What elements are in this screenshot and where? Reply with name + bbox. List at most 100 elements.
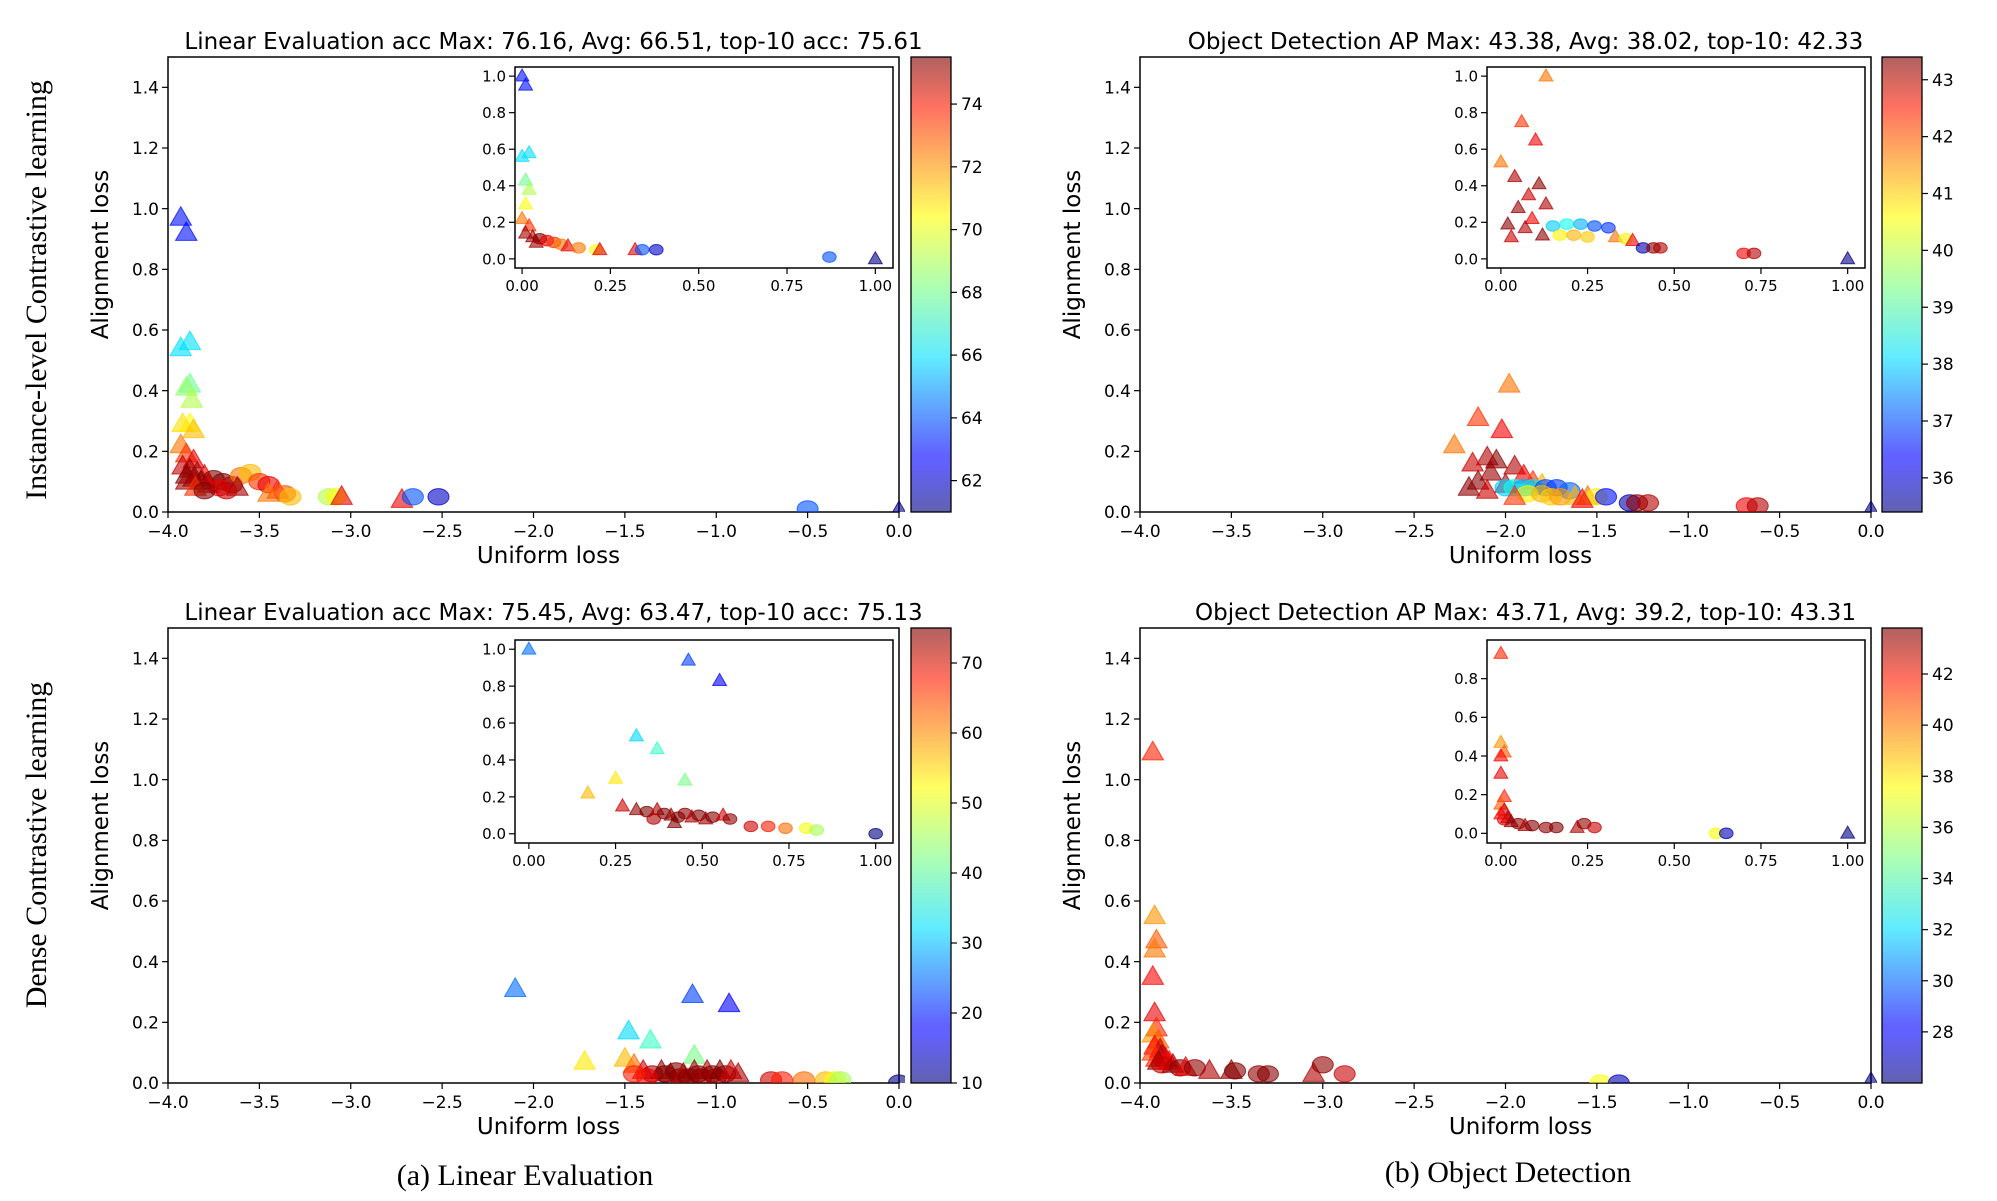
- panel1-inset-ytick-label: 0.8: [482, 104, 506, 122]
- panel1-inset-triangle-point: [517, 195, 534, 210]
- panel4-main-triangle-point: [1143, 904, 1167, 925]
- panel2-main-triangle-point: [1503, 484, 1527, 505]
- colorbar-tick-label: 10: [961, 1074, 983, 1094]
- chart-panel-4: Object Detection AP Max: 43.71, Avg: 39.…: [1060, 600, 1954, 1140]
- panel4-inset-frame: [1486, 639, 1866, 844]
- colorbar-tick-label: 40: [1932, 241, 1954, 261]
- panel4-main-ytick-label: 1.2: [1104, 710, 1131, 730]
- caption-linear-evaluation: (a) Linear Evaluation: [397, 1159, 654, 1192]
- panel2-main-triangle-point: [1503, 454, 1527, 475]
- panel2-main-triangle-point: [1466, 405, 1490, 426]
- panel2-main-ytick-label: 0.0: [1104, 503, 1131, 523]
- panel3-main-triangle-point: [680, 982, 705, 1004]
- panel4-main-triangle-point: [1143, 937, 1167, 958]
- panel3-main-circle-point: [792, 1071, 816, 1083]
- panel4-inset-triangle-point: [1493, 645, 1509, 659]
- panel4-main-circle-point: [1311, 1056, 1334, 1074]
- panel1-main-circle-point: [796, 500, 819, 512]
- panel2-inset-triangle-point: [1538, 68, 1554, 82]
- panel3-inset-xtick-label: 1.00: [859, 852, 892, 870]
- colorbar-tick-label: 38: [1932, 767, 1954, 787]
- colorbar-tick-label: 64: [961, 409, 983, 429]
- panel4-inset-circle-point: [1587, 821, 1602, 834]
- panel1-main-ytick-label: 1.2: [132, 139, 159, 159]
- panel4-main-triangle-point: [1141, 740, 1165, 761]
- panel2-main-ytick-label: 1.2: [1104, 139, 1131, 159]
- panel4-inset-ytick-label: 0.6: [1454, 709, 1478, 727]
- panel3-inset-triangle-point: [666, 814, 683, 829]
- panel1-main-xtick-label: −1.0: [696, 522, 737, 542]
- panel1-inset-circle-point: [634, 243, 650, 256]
- panel3-inset-ytick-label: 0.6: [482, 714, 506, 732]
- panel3-inset-triangle-point: [680, 652, 697, 666]
- panel1-main-circle-point: [193, 482, 216, 500]
- panel3-inset-ytick-label: 0.0: [482, 825, 506, 843]
- colorbar-tick-label: 34: [1932, 870, 1954, 890]
- panel2-inset-xtick-label: 0.00: [1484, 277, 1517, 295]
- panel2-inset-circle-point: [1746, 247, 1762, 260]
- panel3-inset-triangle-point: [521, 641, 537, 655]
- chart-panel-3: Linear Evaluation acc Max: 75.45, Avg: 6…: [88, 600, 983, 1140]
- panel3-main-triangle-point: [717, 992, 741, 1013]
- panel1-inset-ytick-label: 0.2: [482, 214, 506, 232]
- panel4-main-ytick-label: 0.8: [1104, 831, 1131, 851]
- panel3-main-triangle-point: [726, 1061, 750, 1082]
- panel4-main-xtick-label: −3.5: [1211, 1093, 1252, 1113]
- panel1-inset-ytick-label: 0.0: [482, 250, 506, 268]
- panel1-inset-ytick-label: 0.6: [482, 141, 506, 159]
- panel2-inset-ytick-label: 0.0: [1454, 250, 1478, 268]
- colorbar-tick-label: 70: [961, 221, 983, 241]
- panel1-main-ytick-label: 0.4: [132, 382, 159, 402]
- colorbar-tick-label: 41: [1932, 185, 1954, 205]
- panel2-main-circle-point: [1746, 497, 1769, 512]
- panel1-inset-xtick-label: 0.50: [682, 277, 715, 295]
- panel2-main-ytick-label: 0.2: [1104, 442, 1131, 462]
- panel3-inset-circle-point: [722, 813, 738, 825]
- panel2-main-triangle-point: [1442, 433, 1466, 454]
- panel3-main-triangle-point: [573, 1049, 597, 1070]
- panel3-inset-frame: [514, 639, 894, 844]
- panel1-inset-triangle-point: [528, 234, 544, 248]
- panel3-inset-ytick-label: 1.0: [482, 641, 506, 659]
- panel4-main-triangle-point: [1864, 1070, 1877, 1083]
- panel3-main-xtick-label: −2.0: [513, 1093, 554, 1113]
- panel2-main-ytick-label: 0.4: [1104, 382, 1131, 402]
- panel2-inset-ytick-label: 0.8: [1454, 104, 1478, 122]
- colorbar-tick-label: 42: [1932, 665, 1954, 685]
- panel4-main-ytick-label: 0.0: [1104, 1074, 1131, 1094]
- panel1-main-ytick-label: 1.4: [132, 78, 159, 98]
- panel2-inset-triangle-point: [1510, 199, 1527, 214]
- panel2-main-triangle-point: [1475, 478, 1499, 499]
- panel2-inset-xtick-label: 0.25: [1571, 277, 1604, 295]
- panel2-inset-circle-point: [1545, 220, 1561, 232]
- panel1-main-triangle-point: [171, 411, 195, 433]
- panel3-inset-xtick-label: 0.00: [512, 852, 545, 870]
- panel4-main-circle-point: [1223, 1062, 1247, 1080]
- panel2-main-xtick-label: −2.0: [1485, 522, 1526, 542]
- panel2-main-xtick-label: −4.0: [1119, 522, 1160, 542]
- panel1-main-xtick-label: −2.5: [421, 522, 462, 542]
- panel1-main-triangle-point: [182, 418, 206, 439]
- panel3-inset-circle-point: [646, 813, 662, 825]
- panel1-main-circle-point: [279, 488, 302, 506]
- panel1-main-ytick-label: 0.2: [132, 442, 159, 462]
- panel2-inset-triangle-point: [1534, 226, 1551, 241]
- panel4-main-xtick-label: −2.0: [1485, 1093, 1526, 1113]
- panel4-main-circle-point: [1256, 1065, 1279, 1083]
- panel3-main-xtick-label: −2.5: [421, 1093, 462, 1113]
- panel1-inset-circle-point: [571, 242, 586, 254]
- colorbar-tick-label: 43: [1932, 71, 1954, 91]
- panel2-main-ytick-label: 1.4: [1104, 78, 1131, 98]
- panel3-main-circle-point: [771, 1071, 794, 1083]
- panel3-main-xtick-label: −1.5: [604, 1093, 645, 1113]
- panel1-main-ytick-label: 0.6: [132, 321, 159, 341]
- panel2-inset-xtick-label: 0.50: [1658, 277, 1691, 295]
- panel4-inset-xtick-label: 0.25: [1571, 852, 1604, 870]
- panel2-main-triangle-point: [1497, 372, 1521, 393]
- panel3-inset-triangle-point: [614, 797, 631, 812]
- panel4-main-ytick-label: 0.6: [1104, 892, 1131, 912]
- colorbar-tick-label: 68: [961, 283, 983, 303]
- colorbar-tick-label: 30: [961, 934, 983, 954]
- panel3-main-xtick-label: 0.0: [885, 1093, 912, 1113]
- panel1-inset-frame: [514, 66, 894, 269]
